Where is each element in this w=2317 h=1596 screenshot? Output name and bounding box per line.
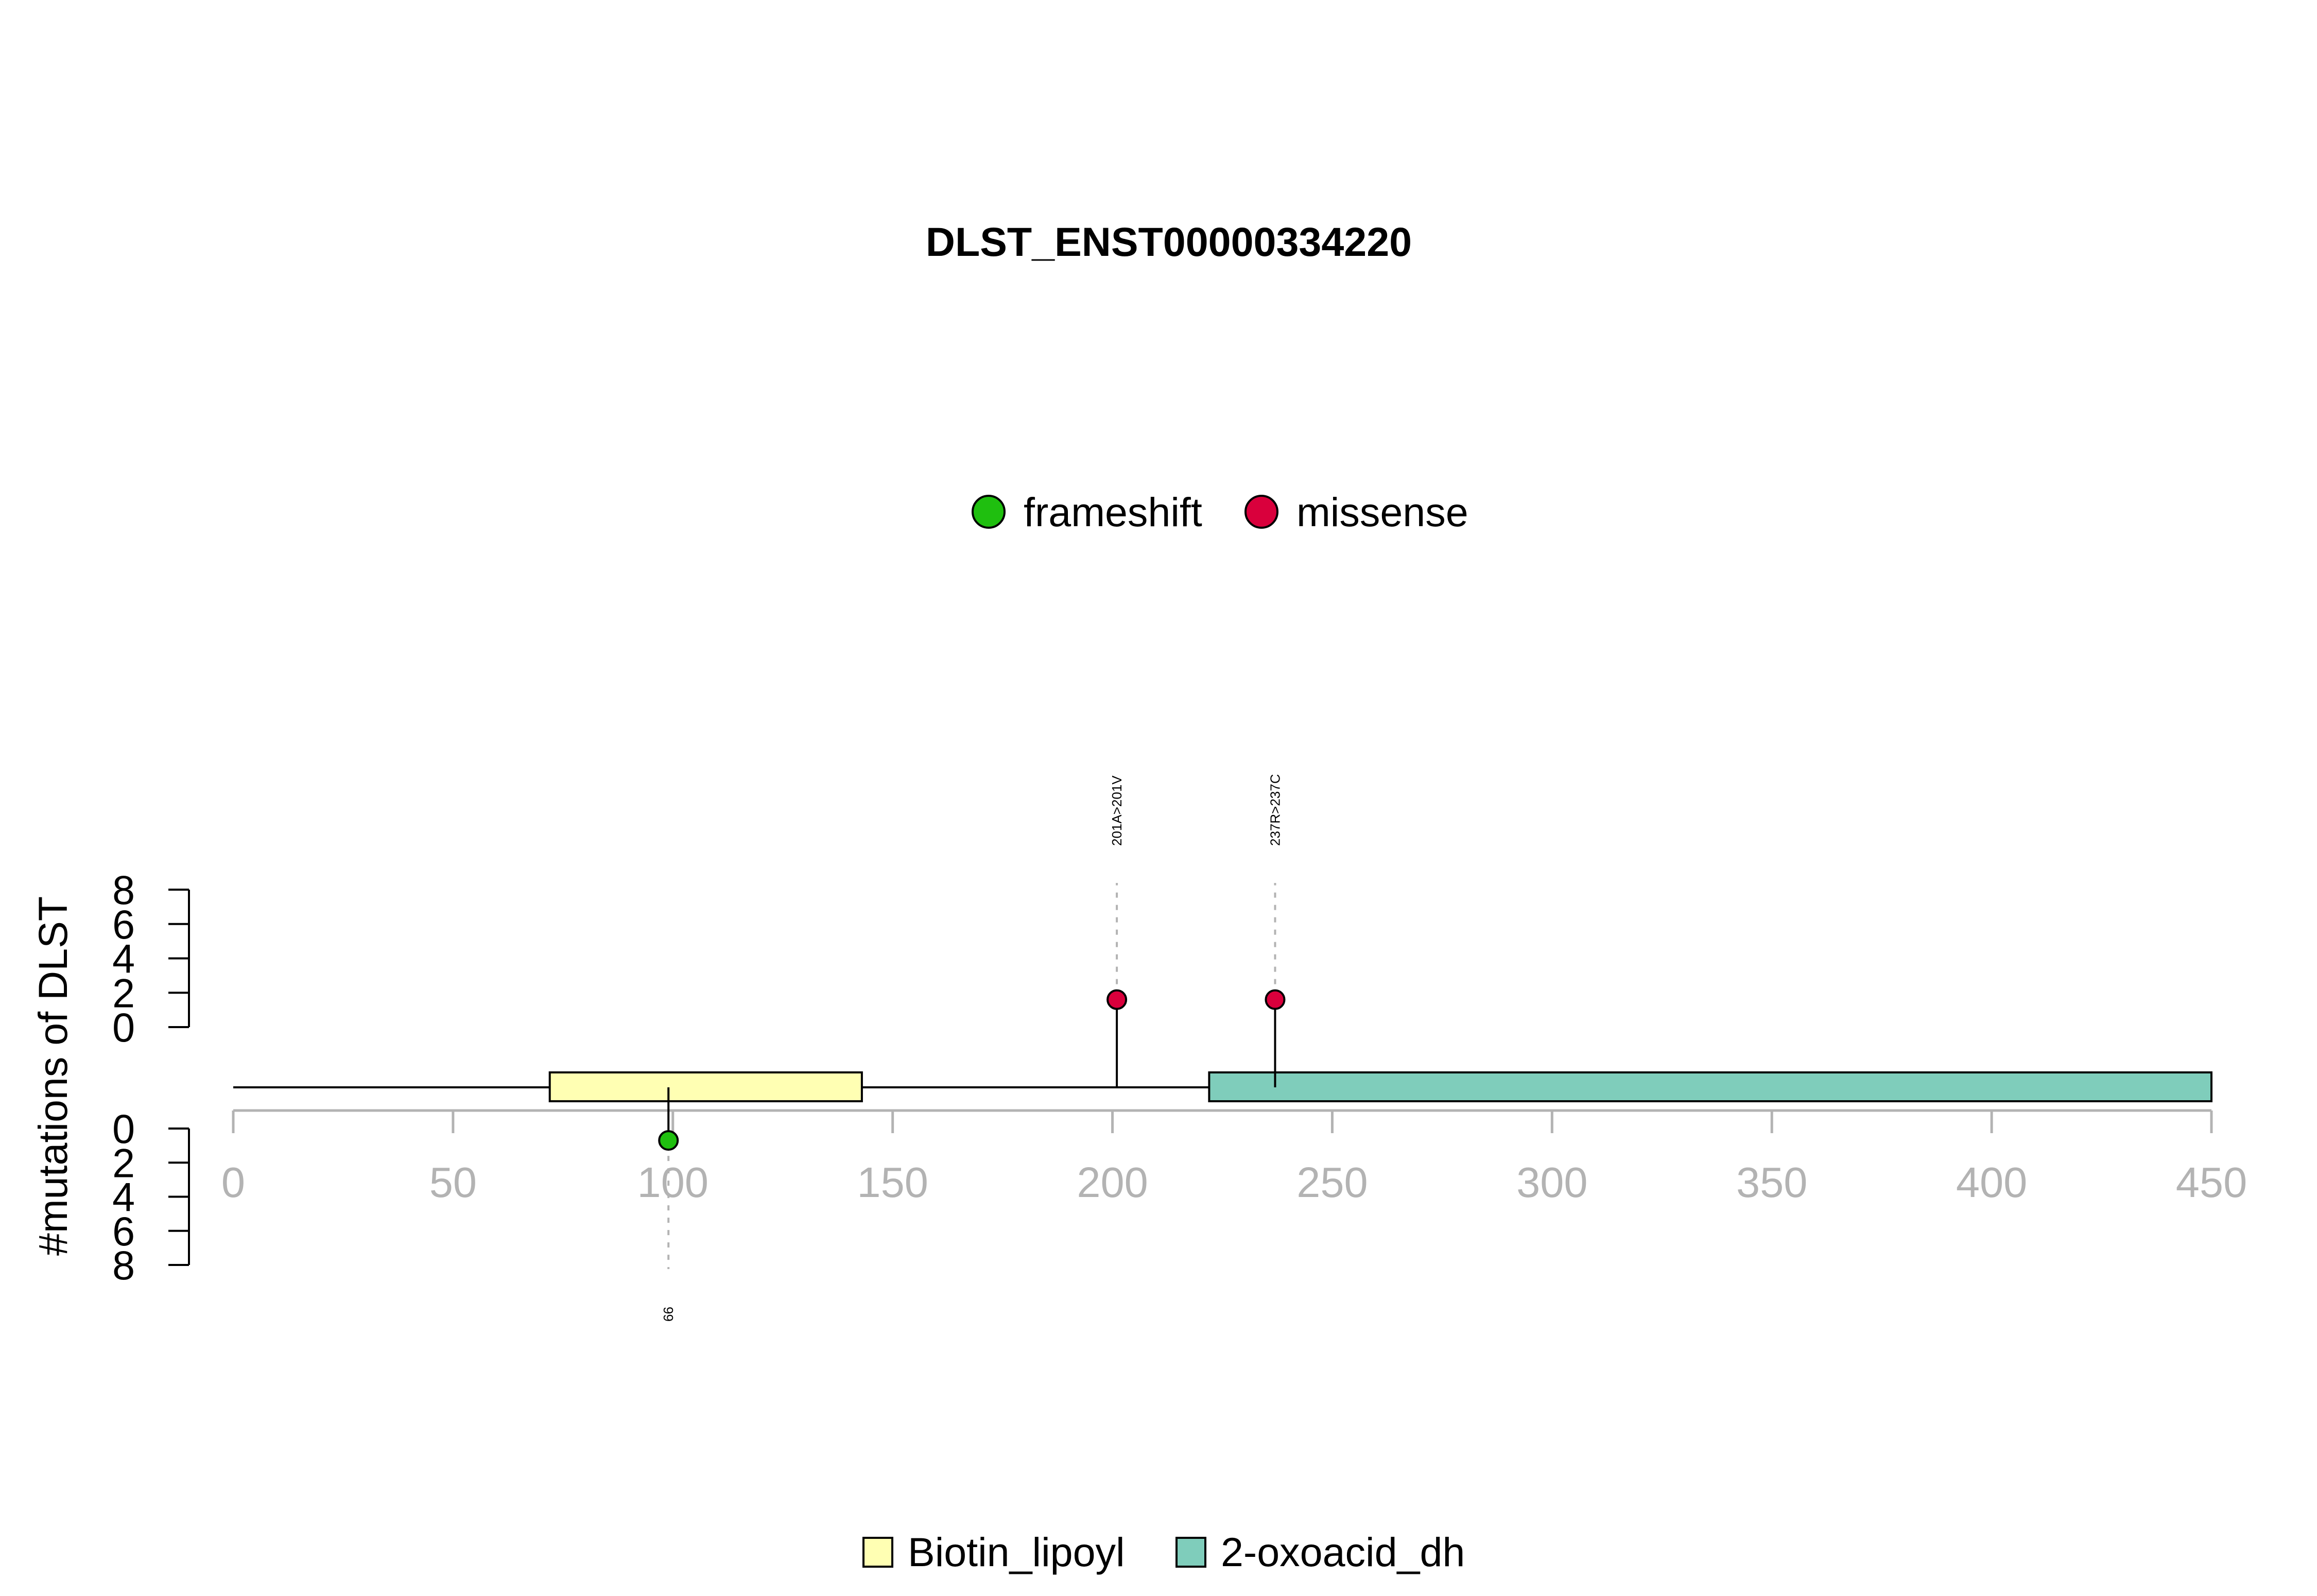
x-tick-label-100: 100 [637, 1158, 708, 1206]
domain-legend-swatch-Biotin_lipoyl [862, 1537, 893, 1568]
x-tick-label-400: 400 [1956, 1158, 2027, 1206]
y-axis-label: #mutations of DLST [30, 896, 76, 1256]
chart-title: DLST_ENST00000334220 [926, 219, 1412, 265]
y-tick-label-top-8: 8 [112, 867, 135, 913]
protein-backbone [233, 1071, 2212, 1102]
domain-2-oxoacid_dh [1208, 1071, 2212, 1102]
x-tick-label-200: 200 [1077, 1158, 1148, 1206]
mutation-label-237: 237R>237C [1267, 774, 1283, 846]
y-tick-label-top-0: 0 [112, 1004, 135, 1050]
legend-swatch-frameshift [972, 495, 1006, 529]
mutation-201: 201A>201V [1106, 775, 1128, 1087]
mutation-label-201: 201A>201V [1109, 775, 1125, 846]
x-tick-label-250: 250 [1296, 1158, 1368, 1206]
mutation-label-99: 99 [661, 1307, 676, 1322]
x-tick-label-450: 450 [2176, 1158, 2247, 1206]
legend-swatch-missense [1244, 495, 1278, 529]
y-tick-label-top-4: 4 [112, 936, 135, 982]
x-tick-label-150: 150 [857, 1158, 928, 1206]
mutation-lollipops: 99 201A>201V 237R>237C [658, 774, 1286, 1322]
mutation-point-237 [1265, 989, 1286, 1010]
domain-legend-swatch-2-oxoacid_dh [1175, 1537, 1206, 1568]
mutation-point-201 [1106, 989, 1128, 1010]
domain-legend-label-Biotin_lipoyl: Biotin_lipoyl [908, 1529, 1125, 1575]
legend-label-missense: missense [1296, 489, 1468, 535]
domain-legend-label-2-oxoacid_dh: 2-oxoacid_dh [1221, 1529, 1465, 1575]
y-tick-label-bottom-0: 0 [112, 1106, 135, 1152]
mutation-237: 237R>237C [1265, 774, 1286, 1087]
mutation-point-99 [658, 1130, 679, 1151]
domain-legend: Biotin_lipoyl 2-oxoacid_dh [862, 1529, 1465, 1575]
x-tick-label-350: 350 [1736, 1158, 1807, 1206]
legend-label-frameshift: frameshift [1024, 489, 1202, 535]
mutation-type-legend: frameshift missense [972, 489, 1468, 535]
x-axis: 0 50 100 150 200 250 300 350 400 450 [221, 1109, 2247, 1206]
y-tick-label-bottom-6: 6 [112, 1208, 135, 1254]
x-tick-label-0: 0 [221, 1158, 245, 1206]
y-tick-label-bottom-8: 8 [112, 1242, 135, 1288]
domain-Biotin_lipoyl [548, 1071, 863, 1102]
x-tick-label-300: 300 [1516, 1158, 1587, 1206]
mutation-99: 99 [658, 1087, 679, 1322]
y-tick-label-bottom-2: 2 [112, 1140, 135, 1186]
y-tick-label-bottom-4: 4 [112, 1174, 135, 1220]
x-tick-label-50: 50 [429, 1158, 477, 1206]
y-tick-label-top-6: 6 [112, 901, 135, 947]
y-tick-label-top-2: 2 [112, 970, 135, 1016]
